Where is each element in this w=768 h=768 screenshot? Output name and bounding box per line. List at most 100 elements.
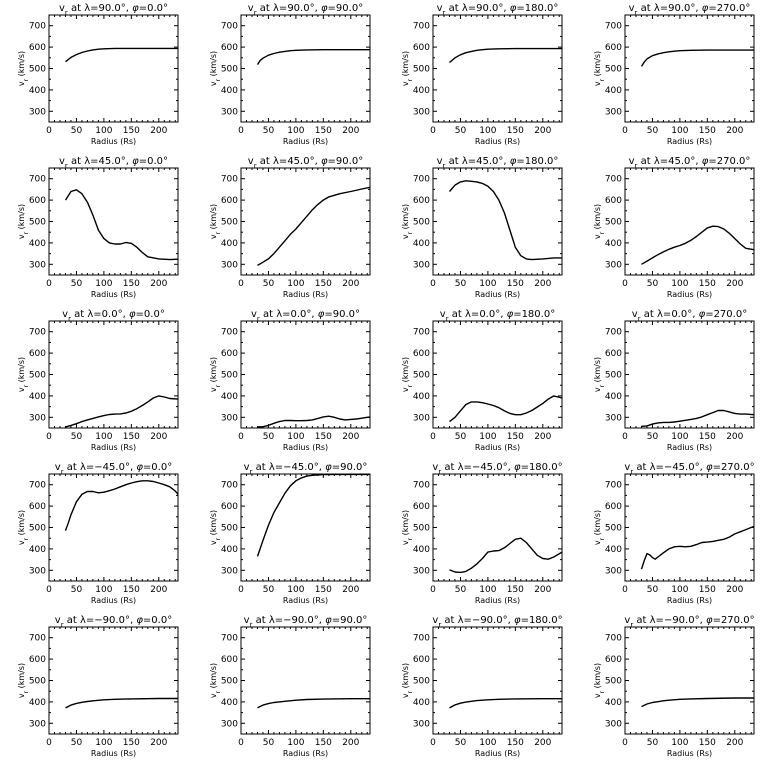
panel-4-ylabel: vr (km/s) bbox=[593, 51, 606, 86]
panel-17-ytick-label: 600 bbox=[29, 655, 46, 665]
panel-11-title: vr at λ=0.0°, φ=180.0° bbox=[440, 309, 555, 323]
panel-10-ytick-label: 400 bbox=[221, 392, 238, 402]
panel-4-ytick-label: 600 bbox=[605, 43, 622, 53]
panel-14-ytick-label: 500 bbox=[221, 524, 238, 534]
panel-1: 0 50 100 150 200 300 400 500 600 700 vr at λ=90.0°… bbox=[17, 3, 179, 146]
panel-18-xtick-label: 0 bbox=[238, 738, 244, 748]
panel-3-xtick-label: 50 bbox=[455, 126, 467, 136]
panel-6-xtick-label: 100 bbox=[287, 279, 304, 289]
panel-19-xtick-label: 0 bbox=[430, 738, 436, 748]
panel-5-xtick-label: 50 bbox=[71, 279, 83, 289]
panel-11-xtick-label: 150 bbox=[507, 432, 524, 442]
panel-10-xtick-label: 50 bbox=[263, 432, 275, 442]
panel-12-xtick-label: 0 bbox=[622, 432, 628, 442]
panel-17-frame bbox=[48, 626, 179, 735]
panel-12-frame bbox=[624, 320, 755, 429]
panel-5-ytick-label: 300 bbox=[29, 260, 46, 270]
panel-6-ytick-label: 600 bbox=[221, 196, 238, 206]
panel-7-xtick-label: 150 bbox=[507, 279, 524, 289]
panel-14: 0 50 100 150 200 300 400 500 600 700 vr at λ=−45.0… bbox=[209, 462, 371, 605]
panel-9-series-line bbox=[65, 395, 179, 428]
panel-8-title: vr at λ=45.0°, φ=270.0° bbox=[629, 156, 751, 170]
panel-20-xlabel: Radius (Rs) bbox=[667, 749, 712, 758]
panel-12-ylabel: vr (km/s) bbox=[593, 357, 606, 392]
panel-17-xtick-label: 0 bbox=[46, 738, 52, 748]
panel-15-ytick-label: 300 bbox=[413, 566, 430, 576]
panel-1-xtick-label: 0 bbox=[46, 126, 52, 136]
panel-9-xtick-label: 100 bbox=[95, 432, 112, 442]
panel-7-xtick-label: 100 bbox=[479, 279, 496, 289]
panel-6-xtick-label: 150 bbox=[315, 279, 332, 289]
panel-3-frame bbox=[432, 14, 563, 123]
panel-3-xtick-label: 100 bbox=[479, 126, 496, 136]
panel-19-ytick-label: 700 bbox=[413, 634, 430, 644]
panel-1-xtick-label: 150 bbox=[123, 126, 140, 136]
panel-19-ytick-label: 400 bbox=[413, 698, 430, 708]
panel-6-xtick-label: 200 bbox=[342, 279, 359, 289]
panel-13: 0 50 100 150 200 300 400 500 600 700 vr at λ=−45.0… bbox=[17, 462, 179, 605]
panel-20-ytick-label: 600 bbox=[605, 655, 622, 665]
panel-8-ylabel: vr (km/s) bbox=[593, 204, 606, 239]
panel-2-frame bbox=[240, 14, 371, 123]
panel-10-xtick-label: 150 bbox=[315, 432, 332, 442]
panel-12-xtick-label: 150 bbox=[699, 432, 716, 442]
panel-11-series-line bbox=[449, 395, 563, 423]
panel-13-ytick-label: 500 bbox=[29, 524, 46, 534]
panel-15-xtick-label: 200 bbox=[534, 585, 551, 595]
panel-8-ytick-label: 400 bbox=[605, 239, 622, 249]
panel-5-ytick-label: 400 bbox=[29, 239, 46, 249]
panel-17-ytick-label: 400 bbox=[29, 698, 46, 708]
panel-8: 0 50 100 150 200 300 400 500 600 700 vr at λ=45.0°… bbox=[593, 156, 755, 299]
panel-7-xtick-label: 0 bbox=[430, 279, 436, 289]
panel-2-ytick-label: 400 bbox=[221, 86, 238, 96]
panel-20-ylabel: vr (km/s) bbox=[593, 663, 606, 698]
panel-12: 0 50 100 150 200 300 400 500 600 700 vr at λ=0.0°,… bbox=[593, 309, 755, 452]
panel-8-ytick-label: 500 bbox=[605, 218, 622, 228]
panel-12-series-line bbox=[641, 409, 755, 427]
panel-20-title: vr at λ=−90.0°, φ=270.0° bbox=[624, 615, 754, 629]
panel-16-ytick-label: 500 bbox=[605, 524, 622, 534]
panel-17-ytick-label: 300 bbox=[29, 719, 46, 729]
panel-1-xlabel: Radius (Rs) bbox=[91, 137, 136, 146]
panel-9: 0 50 100 150 200 300 400 500 600 700 vr at λ=0.0°,… bbox=[17, 309, 179, 452]
panel-11-xtick-label: 100 bbox=[479, 432, 496, 442]
panel-20-xtick-label: 100 bbox=[671, 738, 688, 748]
panel-6-frame bbox=[240, 167, 371, 276]
panel-7-ytick-label: 400 bbox=[413, 239, 430, 249]
panel-2-ylabel: vr (km/s) bbox=[209, 51, 222, 86]
panel-7-ytick-label: 300 bbox=[413, 260, 430, 270]
panel-18-ylabel: vr (km/s) bbox=[209, 663, 222, 698]
panel-14-xtick-label: 150 bbox=[315, 585, 332, 595]
panel-10-ytick-label: 500 bbox=[221, 371, 238, 381]
panel-9-xtick-label: 200 bbox=[150, 432, 167, 442]
panel-7-xtick-label: 200 bbox=[534, 279, 551, 289]
panel-11: 0 50 100 150 200 300 400 500 600 700 vr at λ=0.0°,… bbox=[401, 309, 563, 452]
panel-4-xlabel: Radius (Rs) bbox=[667, 137, 712, 146]
panel-10: 0 50 100 150 200 300 400 500 600 700 vr at λ=0.0°,… bbox=[209, 309, 371, 452]
panel-18-title: vr at λ=−90.0°, φ=90.0° bbox=[244, 615, 368, 629]
panel-13-ytick-label: 700 bbox=[29, 481, 46, 491]
panel-16-ytick-label: 300 bbox=[605, 566, 622, 576]
panel-8-xtick-label: 150 bbox=[699, 279, 716, 289]
panel-19-ytick-label: 500 bbox=[413, 677, 430, 687]
panel-16-xlabel: Radius (Rs) bbox=[667, 596, 712, 605]
panel-13-xtick-label: 50 bbox=[71, 585, 83, 595]
panel-17-xtick-label: 200 bbox=[150, 738, 167, 748]
panel-17-xlabel: Radius (Rs) bbox=[91, 749, 136, 758]
panel-16-xtick-label: 50 bbox=[647, 585, 659, 595]
panel-1-series-line bbox=[65, 47, 178, 63]
panel-9-xtick-label: 50 bbox=[71, 432, 83, 442]
panel-15-xtick-label: 50 bbox=[455, 585, 467, 595]
panel-12-xlabel: Radius (Rs) bbox=[667, 443, 712, 452]
panel-16-series-line bbox=[640, 525, 755, 570]
panel-20-frame bbox=[624, 626, 755, 735]
panel-3-xtick-label: 200 bbox=[534, 126, 551, 136]
panel-19-ytick-label: 600 bbox=[413, 655, 430, 665]
panel-20-series-line bbox=[641, 697, 754, 708]
panel-10-xtick-label: 100 bbox=[287, 432, 304, 442]
panel-15-xtick-label: 0 bbox=[430, 585, 436, 595]
panel-3: 0 50 100 150 200 300 400 500 600 700 vr at λ=90.0°… bbox=[401, 3, 563, 146]
panel-5-ytick-label: 600 bbox=[29, 196, 46, 206]
